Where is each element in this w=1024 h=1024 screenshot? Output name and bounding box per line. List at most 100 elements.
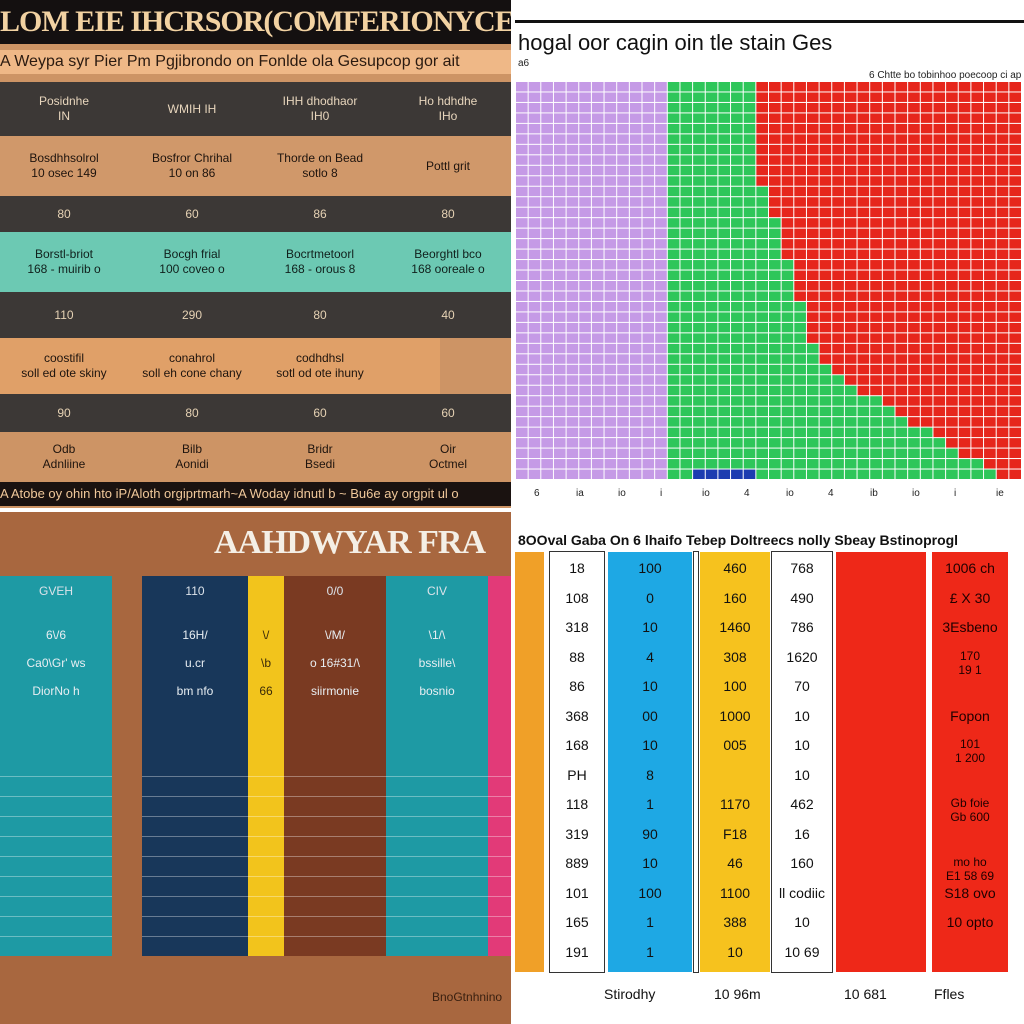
heatmap-cell <box>693 364 705 375</box>
x-tick-label: io <box>786 488 794 499</box>
heatmap-cell <box>731 197 743 207</box>
heatmap-cell <box>769 281 781 291</box>
heatmap-cell <box>794 186 806 197</box>
heatmap-cell <box>541 82 553 92</box>
heatmap-cell <box>680 385 693 396</box>
table-column: 100 0 10 4 10 00 10 8 1 90 10 100 1 1 <box>608 552 692 972</box>
cell-line: 110 <box>54 307 74 322</box>
heatmap-cell <box>516 322 528 333</box>
heatmap-cell <box>528 92 541 102</box>
column-header: 0/0 <box>326 584 344 598</box>
heatmap-cell <box>617 176 629 186</box>
heatmap-cell <box>667 239 680 249</box>
heatmap-cell <box>895 249 908 260</box>
heatmap-cell <box>617 427 629 438</box>
heatmap-cell <box>655 406 667 417</box>
heatmap-cell <box>857 375 870 385</box>
heatmap-cell <box>996 144 1009 155</box>
heatmap-cell <box>718 375 731 385</box>
heatmap-cell <box>566 364 579 375</box>
heatmap-cell <box>629 281 642 291</box>
table-cell: 40 <box>384 308 512 323</box>
heatmap-cell <box>895 459 908 469</box>
heatmap-cell <box>819 322 832 333</box>
heatmap-cell <box>617 333 629 343</box>
heatmap-cell <box>806 406 819 417</box>
heatmap-cell <box>541 375 553 385</box>
heatmap-cell <box>806 197 819 207</box>
heatmap-cell <box>756 343 768 354</box>
heatmap-cell <box>946 312 958 322</box>
heatmap-cell <box>541 186 553 197</box>
heatmap-cell <box>553 396 566 406</box>
heatmap-cell <box>553 123 566 134</box>
heatmap-cell <box>1009 207 1021 218</box>
heatmap-cell <box>920 165 933 176</box>
cell-line: Bsedi <box>304 457 336 471</box>
cell-line: Pottl grit <box>425 158 470 173</box>
heatmap-cell <box>642 343 655 354</box>
heatmap-cell <box>819 260 832 270</box>
cell-line: 10 <box>642 678 658 694</box>
heatmap-cell <box>693 312 705 322</box>
heatmap-cell <box>920 176 933 186</box>
heatmap-cell <box>516 218 528 228</box>
heatmap-cell <box>794 228 806 239</box>
heatmap-cell <box>857 239 870 249</box>
heatmap-cell <box>781 396 794 406</box>
heatmap-cell <box>591 176 604 186</box>
heatmap-cell <box>756 82 768 92</box>
heatmap-cell <box>541 333 553 343</box>
heatmap-cell <box>680 155 693 165</box>
cell-line: 90 <box>642 825 658 842</box>
column-header: CIV <box>426 584 447 598</box>
heatmap-cell <box>528 333 541 343</box>
cell-line: 10 opto <box>946 914 994 930</box>
table-cell: Thorde on Bead sotlo 8 <box>256 151 384 181</box>
heatmap-cell <box>705 165 718 176</box>
heatmap-cell <box>920 92 933 102</box>
heatmap-cell <box>718 197 731 207</box>
heatmap-cell <box>895 417 908 427</box>
heatmap-cell <box>516 291 528 301</box>
heatmap-cell <box>541 385 553 396</box>
heatmap-cell <box>528 322 541 333</box>
cell-line: 46 <box>727 855 743 871</box>
heatmap-cell <box>984 291 996 301</box>
heatmap-cell <box>705 239 718 249</box>
heatmap-cell <box>832 427 844 438</box>
heatmap-cell <box>680 469 693 479</box>
heatmap-cell <box>591 385 604 396</box>
heatmap-cell <box>958 155 971 165</box>
cell-value: o 16#31/\ <box>309 656 361 670</box>
cell-line: IHH dhodhaor <box>282 94 358 108</box>
heatmap-cell <box>617 291 629 301</box>
panel-title: 8OOval Gaba On 6 lhaifo Tebep Doltreecs … <box>518 532 959 548</box>
table-cell: ll codiic <box>772 885 832 901</box>
heatmap-cell <box>844 218 857 228</box>
heatmap-cell <box>781 228 794 239</box>
heatmap-cell <box>667 301 680 312</box>
heatmap-cell <box>617 385 629 396</box>
heatmap-cell <box>984 134 996 144</box>
heatmap-cell <box>528 448 541 459</box>
heatmap-cell <box>908 134 920 144</box>
heatmap-cell <box>908 364 920 375</box>
heatmap-cell <box>832 165 844 176</box>
heatmap-cell <box>680 239 693 249</box>
heatmap-cell <box>769 459 781 469</box>
grid-line <box>142 936 248 937</box>
heatmap-cell <box>946 270 958 280</box>
heatmap-cell <box>617 102 629 113</box>
heatmap-cell <box>693 165 705 176</box>
heatmap-cell <box>895 113 908 123</box>
cell-line: 3Esbeno <box>942 619 998 635</box>
cell-line: Octmel <box>428 457 467 471</box>
heatmap-cell <box>579 312 591 322</box>
heatmap-cell <box>693 123 705 134</box>
heatmap-cell <box>604 134 617 144</box>
heatmap-cell <box>553 375 566 385</box>
heatmap-cell <box>769 239 781 249</box>
heatmap-cell <box>705 228 718 239</box>
table-cell: 70 <box>772 678 832 694</box>
